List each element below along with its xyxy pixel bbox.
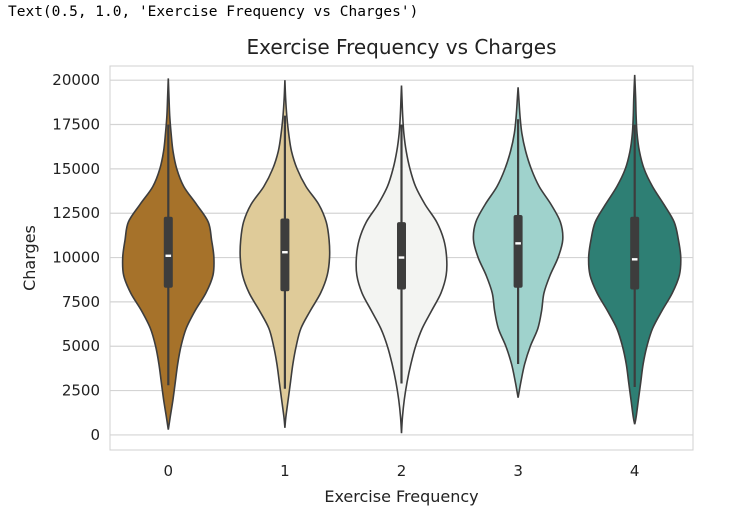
x-axis-label: Exercise Frequency: [324, 487, 478, 506]
y-tick-label: 20000: [52, 71, 100, 89]
y-tick-label: 15000: [52, 160, 100, 178]
y-tick-label: 2500: [62, 382, 100, 400]
cell-output-text: Text(0.5, 1.0, 'Exercise Frequency vs Ch…: [8, 4, 419, 20]
violin-iqr-box: [163, 216, 173, 288]
x-tick-label: 4: [630, 462, 640, 480]
y-tick-label: 10000: [52, 249, 100, 267]
y-tick-label: 7500: [62, 293, 100, 311]
x-tick-label: 0: [164, 462, 174, 480]
violin-iqr-box: [513, 214, 523, 288]
violin-iqr-box: [280, 218, 290, 292]
y-tick-labels: 0 2500 5000 7500 10000 12500 15000 17500 20000: [52, 71, 100, 444]
y-tick-label: 0: [90, 426, 100, 444]
y-tick-label: 5000: [62, 337, 100, 355]
violin-iqr-box: [397, 222, 406, 290]
x-tick-labels: 0 1 2 3 4: [164, 462, 640, 480]
y-axis-label: Charges: [20, 225, 39, 291]
x-tick-label: 3: [513, 462, 523, 480]
chart-title: Exercise Frequency vs Charges: [246, 35, 556, 59]
violins: [121, 74, 682, 434]
y-tick-label: 17500: [52, 116, 100, 134]
violin-iqr-box: [630, 216, 640, 290]
x-tick-label: 2: [397, 462, 407, 480]
y-tick-label: 12500: [52, 204, 100, 222]
x-tick-label: 1: [280, 462, 290, 480]
